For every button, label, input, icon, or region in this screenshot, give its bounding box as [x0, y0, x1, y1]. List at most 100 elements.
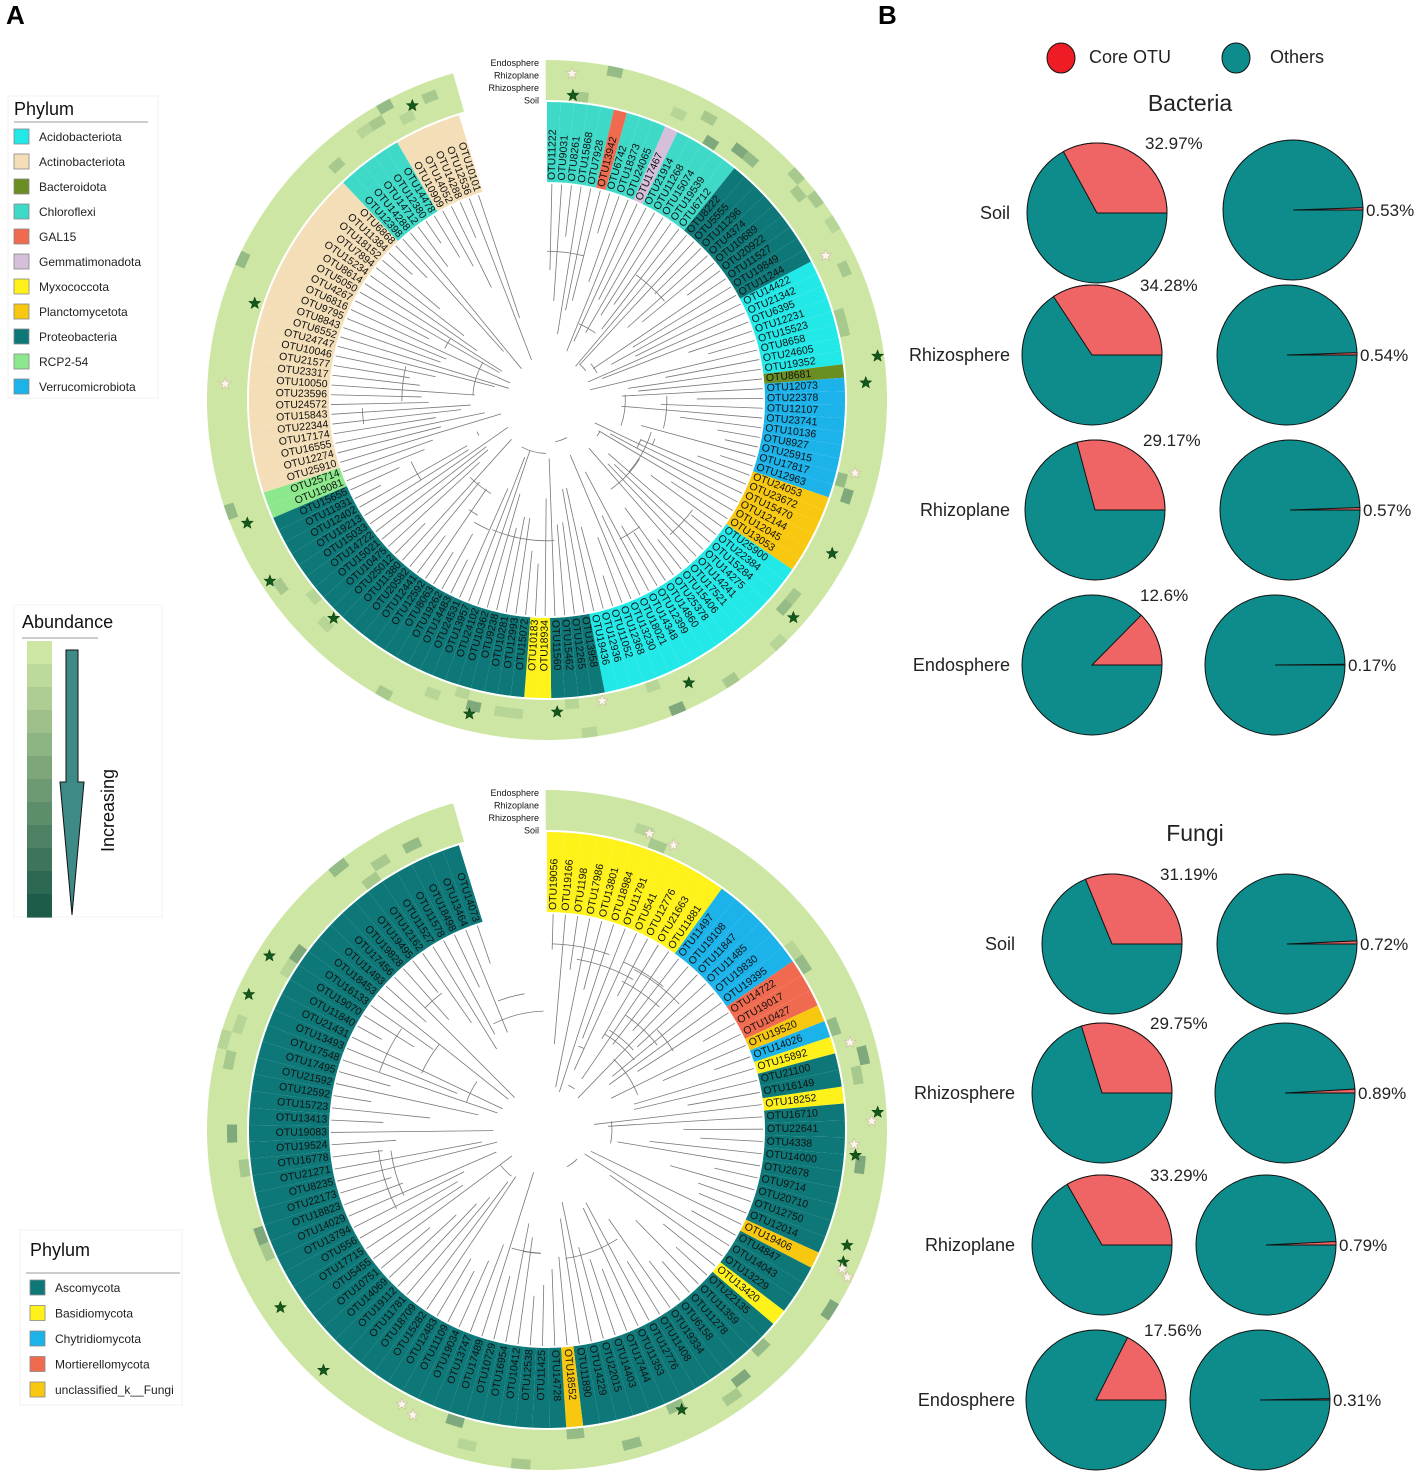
otu-label: OTU23741 — [766, 412, 818, 428]
phylum-band-segment — [342, 558, 405, 626]
otu-label: OTU15462 — [559, 619, 575, 671]
phylum-band-segment — [714, 531, 785, 591]
ring-sample-label: Soil — [524, 826, 539, 836]
otu-label: OTU15072 — [514, 618, 531, 670]
abundance-cell — [279, 958, 298, 979]
phylum-band-segment — [254, 1057, 336, 1090]
phylum-band-segment — [260, 306, 340, 342]
phylum-band-segment — [433, 1331, 476, 1412]
green-star-icon — [550, 705, 564, 718]
phylum-band-segment — [402, 1320, 453, 1399]
abundance-cell — [702, 134, 720, 151]
otu-label: OTU8681 — [765, 368, 812, 384]
phylum-band-segment — [373, 577, 429, 651]
phylum-band-segment — [484, 613, 511, 694]
phylum-band-segment — [315, 201, 385, 263]
legend-swatch — [13, 303, 30, 320]
phylum-band-segment — [481, 1342, 512, 1425]
phylum-band-segment — [633, 1325, 681, 1404]
core-percent-label: 31.19% — [1160, 865, 1218, 884]
green-star-icon — [786, 610, 800, 624]
phylum-band-segment — [368, 881, 427, 956]
legend-swatch — [13, 128, 30, 145]
legend-item-label: unclassified_k__Fungi — [55, 1383, 174, 1397]
phylum-band-segment — [586, 106, 614, 188]
pie-row-label: Rhizoplane — [925, 1235, 1015, 1255]
core-otu-legend: Core OTU Others — [1046, 42, 1324, 74]
abundance-cell — [376, 98, 395, 115]
phylum-band-segment — [726, 961, 802, 1017]
phylum-band-segment — [653, 584, 705, 660]
pie-core-slice — [1080, 1022, 1173, 1094]
pie-core-slice — [1084, 873, 1183, 945]
phylum-band-segment — [741, 489, 819, 535]
pie-row-label: Rhizoplane — [920, 500, 1010, 520]
phylum-band-segment — [668, 152, 724, 225]
abundance-cell — [606, 65, 624, 79]
phylum-band-segment — [250, 1151, 332, 1176]
legend-swatch — [13, 178, 30, 195]
phylum-band-segment — [427, 850, 471, 931]
green-star-icon — [675, 1402, 689, 1416]
phylum-band-segment — [608, 844, 647, 925]
green-star-icon — [240, 516, 254, 529]
legend-item-label: Basidiomycota — [55, 1307, 133, 1321]
phylum-band-segment — [642, 862, 694, 941]
phylum-band-segment — [537, 617, 552, 698]
abundance-title: Abundance — [22, 612, 113, 632]
white-star-icon — [643, 826, 657, 840]
phylum-band-segment — [259, 458, 340, 493]
phylum-band-segment — [754, 1037, 835, 1074]
phylum-band-segment — [686, 561, 748, 630]
phylum-band-segment — [752, 298, 832, 336]
phylum-band-segment — [576, 104, 601, 186]
white-star-icon — [843, 1035, 857, 1048]
pie-row-label: Endosphere — [913, 655, 1010, 675]
abundance-cell — [834, 471, 848, 488]
legend-title: Phylum — [14, 99, 74, 119]
tree-branches — [331, 184, 763, 616]
phylum-band-segment — [458, 608, 492, 689]
white-star-icon — [667, 838, 680, 851]
phylum-band-segment — [762, 423, 844, 446]
abundance-cell — [27, 802, 52, 826]
white-star-icon — [565, 66, 579, 80]
abundance-cell — [751, 1337, 771, 1358]
white-star-icon — [848, 466, 862, 479]
ring-sample-label: Soil — [524, 96, 539, 106]
phylum-band-segment — [670, 573, 728, 646]
phylum-band-segment — [642, 132, 690, 209]
phylum-band-segment — [754, 1184, 836, 1221]
abundance-cell — [288, 943, 308, 964]
phylum-band-segment — [731, 507, 807, 559]
phylum-band-segment — [465, 1339, 500, 1421]
pie-row-label: Rhizosphere — [914, 1083, 1015, 1103]
abundance-cell — [621, 1436, 643, 1451]
phylum-band-segment — [270, 1211, 350, 1257]
phylum-band-segment — [277, 1222, 356, 1272]
phylum-band-segment — [631, 855, 679, 935]
abundance-cell — [238, 1158, 251, 1178]
phylum-band-segment — [253, 438, 335, 467]
phylum-band-segment — [762, 350, 843, 374]
pie-core-slice — [1090, 614, 1163, 666]
abundance-cell — [217, 1028, 232, 1050]
phylum-band-segment — [763, 364, 845, 384]
phylum-band-segment — [755, 311, 836, 345]
abundance-cell — [27, 687, 52, 711]
phylum-band-segment — [343, 173, 406, 241]
phylum-band-segment — [595, 109, 628, 191]
abundance-cell — [741, 151, 760, 169]
green-star-icon — [836, 1255, 850, 1268]
phylum-band-segment — [685, 1289, 750, 1360]
phylum-band-segment — [569, 615, 592, 697]
phylum-band-segment — [676, 1297, 737, 1371]
otu-label: OTU22378 — [767, 392, 819, 404]
legend-item-label: Actinobacteriota — [39, 155, 125, 169]
white-star-icon — [406, 1408, 420, 1421]
phylum-band-segment — [250, 359, 332, 380]
phylum-band-segment — [740, 261, 817, 308]
abundance-cell — [850, 1065, 864, 1085]
pie-core-slice — [1095, 1336, 1167, 1401]
abundance-cell — [222, 1049, 237, 1071]
